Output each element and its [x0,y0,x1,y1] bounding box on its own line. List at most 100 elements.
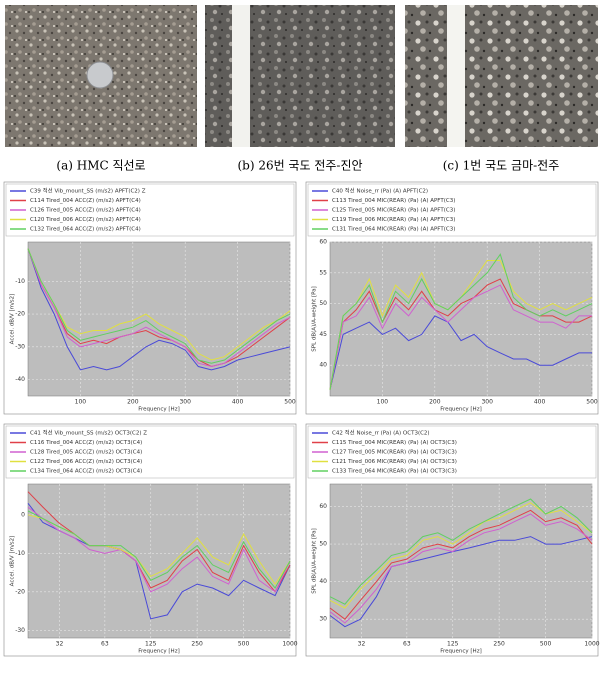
series-line [27,510,291,589]
legend-label: C116 Tired_004 ACC(Z) (m/s2) OCT3(C4) [30,440,142,446]
tape [232,5,250,147]
x-tick-label: 500 [540,641,552,648]
caption: (c) 1번 국도 금마-전주 [443,159,560,173]
x-tick-label: 200 [429,399,441,406]
series-line [329,278,593,390]
legend-label: C131 Tired_064 MIC(REAR) (Pa) (A) APFT(C… [332,227,455,233]
legend-label: C120 Tired_006 ACC(Z) (m/s2) APFT(C4) [30,217,141,223]
tape [447,5,465,147]
y-tick-label: 50 [319,541,327,548]
legend-label: C114 Tired_004 ACC(Z) (m/s2) APFT(C4) [30,198,141,204]
legend-label: C132 Tired_064 ACC(Z) (m/s2) APFT(C4) [30,227,141,233]
legend-label: C119 Tired_006 MIC(REAR) (Pa) (A) APFT(C… [332,217,455,223]
y-tick-label: -40 [15,376,25,383]
series-line [27,506,291,593]
x-tick-label: 100 [75,399,87,406]
caption: (a) HMC 직선로 [56,159,145,173]
series-line [329,536,593,628]
y-axis-label: SPL dB(A)/A-weight [Pa] [312,528,318,593]
x-tick-label: 100 [377,399,389,406]
y-tick-label: -30 [15,627,25,634]
x-tick-label: 400 [232,399,244,406]
x-tick-label: 500 [284,399,296,406]
series-line [329,315,592,390]
y-tick-label: 50 [319,300,327,307]
x-tick-label: 125 [447,641,459,648]
x-tick-label: 300 [481,399,493,406]
series-line [27,491,291,593]
x-tick-label: 500 [586,399,598,406]
coin [86,61,114,89]
legend-label: C121 Tired_006 MIC(REAR) (Pa) (A) OCT3(C… [332,459,457,465]
y-tick-label: -20 [15,588,25,595]
x-tick-label: 1000 [282,641,297,648]
x-tick-label: 300 [179,399,191,406]
y-tick-label: -10 [15,278,25,285]
plot-area [27,241,291,397]
y-tick-label: 60 [319,239,327,246]
plot-area [329,483,593,639]
legend-box [5,183,295,237]
y-tick-label: 40 [319,362,327,369]
series-line [329,284,592,390]
y-tick-label: 40 [319,578,327,585]
legend-label: C40 적선 Noise_rr (Pa) (A) APFT(C2) [332,187,428,195]
y-tick-label: -10 [15,550,25,557]
x-axis-label: Frequency [Hz] [138,649,179,655]
series-line [329,509,593,620]
y-axis-label: Accel. dB/V [m/s2] [10,294,16,345]
y-tick-label: -20 [15,311,25,318]
series-line [329,253,593,390]
x-tick-label: 500 [238,641,250,648]
legend-label: C127 Tired_005 MIC(REAR) (Pa) (A) OCT3(C… [332,450,457,456]
legend-label: C115 Tired_004 MIC(REAR) (Pa) (A) OCT3(C… [332,440,457,446]
series-line [329,502,593,609]
y-tick-label: 30 [319,616,327,623]
legend-box [5,425,295,479]
x-tick-label: 250 [493,641,505,648]
series-line [27,248,291,364]
legend-label: C42 적선 Noise_rr (Pa) (A) OCT3(C2) [332,429,430,437]
x-axis-label: Frequency [Hz] [138,407,179,413]
x-tick-label: 1000 [584,641,599,648]
series-line [329,513,593,624]
series-line [329,498,593,605]
y-tick-label: -30 [15,343,25,350]
x-tick-label: 250 [191,641,203,648]
x-tick-label: 63 [101,641,109,648]
x-tick-label: 400 [534,399,546,406]
x-tick-label: 32 [56,641,64,648]
legend-label: C125 Tired_005 MIC(REAR) (Pa) (A) APFT(C… [332,208,455,214]
plot-area [27,483,291,639]
y-tick-label: 60 [319,503,327,510]
legend-label: C133 Tired_064 MIC(REAR) (Pa) (A) OCT3(C… [332,469,457,475]
legend-label: C41 적선 Vib_mount_SS (m/s2) OCT3(C2) Z [30,429,147,437]
legend-label: C113 Tired_004 MIC(REAR) (Pa) (A) APFT(C… [332,198,455,204]
x-axis-label: Frequency [Hz] [440,649,481,655]
x-tick-label: 200 [127,399,139,406]
legend-label: C39 적선 Vib_mount_SS (m/s2) APFT(C2) Z [30,187,146,195]
y-tick-label: 0 [21,511,25,518]
series-line [27,248,291,368]
plot-area [329,241,593,397]
series-line [27,248,291,361]
series-line [27,248,291,368]
caption: (b) 26번 국도 전주-진안 [237,159,362,173]
x-tick-label: 125 [145,641,157,648]
y-tick-label: 55 [319,269,327,276]
y-axis-label: Accel. dB/V [m/s2] [10,536,16,587]
legend-label: C122 Tired_006 ACC(Z) (m/s2) OCT3(C4) [30,459,142,465]
legend-box [307,425,597,479]
legend-label: C128 Tired_005 ACC(Z) (m/s2) OCT3(C4) [30,450,142,456]
y-axis-label: SPL dB(A)/A-weight [Pa] [312,286,318,351]
legend-box [307,183,597,237]
x-tick-label: 63 [403,641,411,648]
x-tick-label: 32 [358,641,366,648]
legend-label: C126 Tired_005 ACC(Z) (m/s2) APFT(C4) [30,208,141,214]
legend-label: C134 Tired_064 ACC(Z) (m/s2) OCT3(C4) [30,469,142,475]
series-line [27,248,291,371]
y-tick-label: 45 [319,331,327,338]
photo-route1 [405,5,598,147]
